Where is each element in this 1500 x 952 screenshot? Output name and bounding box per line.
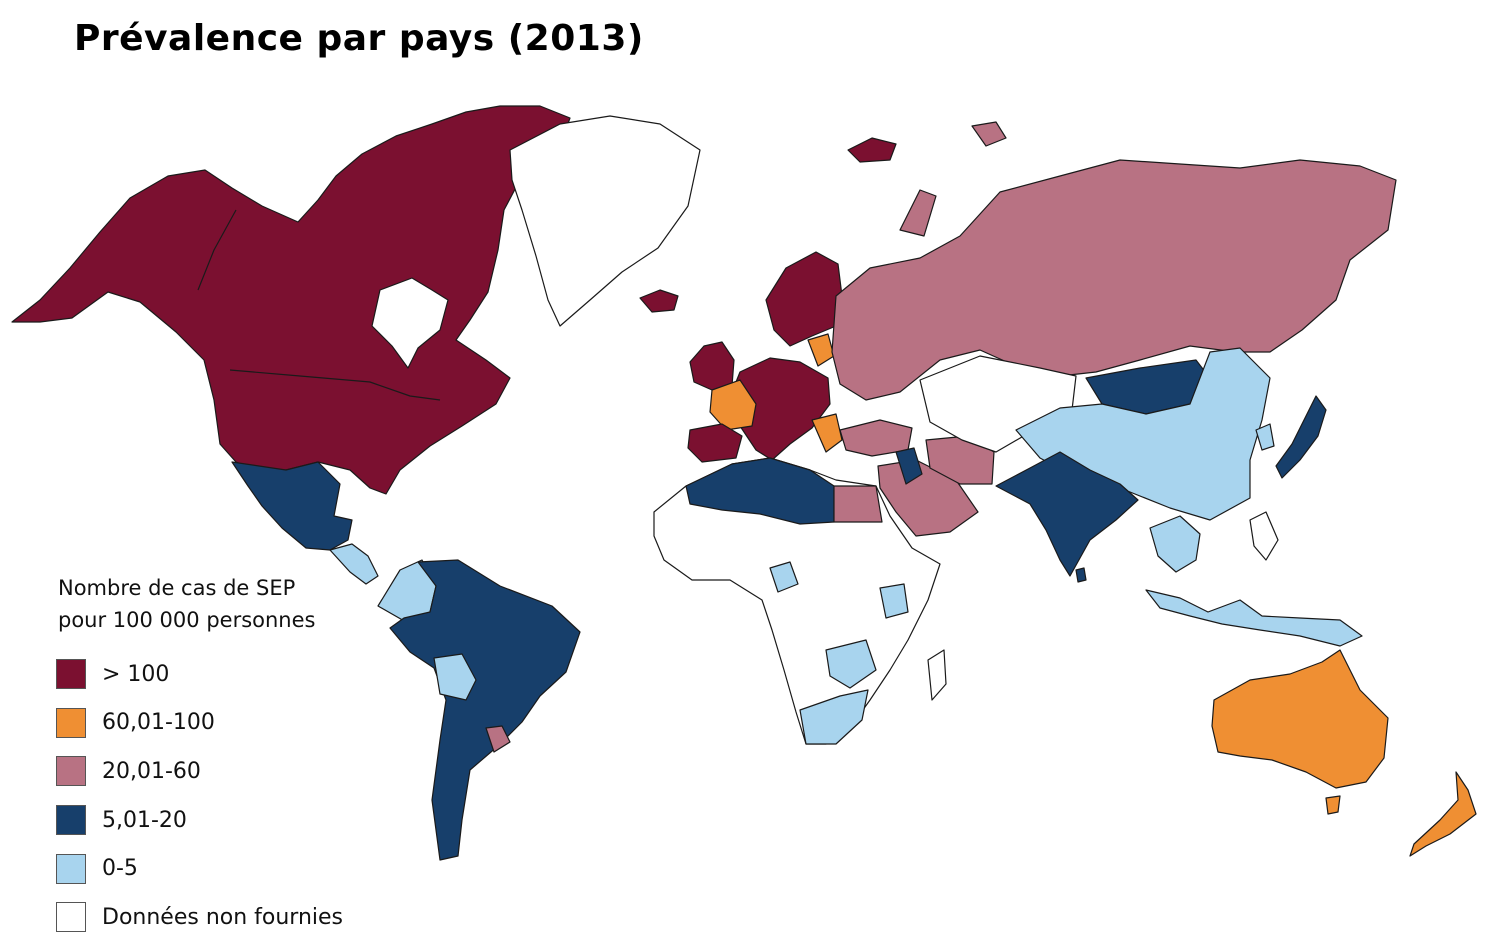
region-iberia xyxy=(687,423,743,463)
legend-item-gt100: > 100 xyxy=(56,650,396,699)
region-scandinavia xyxy=(765,251,843,347)
hudson-bay xyxy=(371,277,449,369)
region-balkans xyxy=(811,413,843,453)
region-kenya xyxy=(879,583,909,619)
legend-swatch-no-data xyxy=(56,902,86,933)
legend-label-no-data: Données non fournies xyxy=(102,904,344,930)
legend-label-60-100: 60,01-100 xyxy=(102,710,215,736)
region-egypt xyxy=(833,485,883,523)
region-iceland xyxy=(639,289,679,313)
legend-item-no-data: Données non fournies xyxy=(56,893,396,942)
region-se-asia xyxy=(1149,515,1201,573)
canada-usa-border xyxy=(229,369,441,401)
legend-swatch-20-60 xyxy=(56,756,86,787)
region-central-america xyxy=(329,543,379,585)
alaska-canada-border xyxy=(197,209,237,291)
region-southern-africa xyxy=(799,689,869,745)
region-south-america-east xyxy=(389,559,581,861)
region-zambia-zimbabwe xyxy=(825,639,877,689)
region-nigeria xyxy=(769,561,799,593)
region-russia xyxy=(831,159,1397,401)
legend-label-5-20: 5,01-20 xyxy=(102,807,187,833)
region-japan xyxy=(1275,395,1327,479)
region-france xyxy=(709,379,757,431)
region-uk-ireland xyxy=(689,341,735,391)
region-new-zealand xyxy=(1409,771,1477,857)
region-sri-lanka xyxy=(1075,567,1087,583)
region-greenland xyxy=(509,115,701,327)
legend-title-line2: pour 100 000 personnes xyxy=(58,608,316,632)
legend-item-20-60: 20,01-60 xyxy=(56,747,396,796)
region-uruguay xyxy=(485,725,511,753)
region-mexico xyxy=(231,461,353,551)
legend-label-20-60: 20,01-60 xyxy=(102,758,201,784)
legend-item-5-20: 5,01-20 xyxy=(56,796,396,845)
legend-swatch-0-5 xyxy=(56,853,86,884)
region-indonesia xyxy=(1145,589,1363,647)
legend-swatch-gt100 xyxy=(56,659,86,690)
region-baltic xyxy=(807,333,835,367)
legend-swatch-60-100 xyxy=(56,707,86,738)
legend-item-0-5: 0-5 xyxy=(56,844,396,893)
legend-title-line1: Nombre de cas de SEP xyxy=(58,576,296,600)
region-korea xyxy=(1255,423,1275,451)
region-philippines xyxy=(1249,511,1279,561)
map-title: Prévalence par pays (2013) xyxy=(74,18,644,59)
region-russia-islands xyxy=(899,189,937,237)
legend-title: Nombre de cas de SEP pour 100 000 person… xyxy=(58,572,396,636)
region-bolivia xyxy=(433,653,477,701)
legend-item-60-100: 60,01-100 xyxy=(56,699,396,748)
legend-label-0-5: 0-5 xyxy=(102,856,138,882)
region-franz-josef xyxy=(971,121,1007,147)
region-tasmania xyxy=(1325,795,1341,815)
legend-label-gt100: > 100 xyxy=(102,661,170,687)
region-madagascar xyxy=(927,649,947,701)
region-north-america xyxy=(11,105,571,495)
region-israel-jordan xyxy=(895,447,923,485)
region-pakistan-india xyxy=(995,451,1139,577)
legend: Nombre de cas de SEP pour 100 000 person… xyxy=(56,572,396,942)
legend-swatch-5-20 xyxy=(56,805,86,836)
region-arctic-islands xyxy=(847,137,897,163)
region-australia xyxy=(1211,649,1389,789)
